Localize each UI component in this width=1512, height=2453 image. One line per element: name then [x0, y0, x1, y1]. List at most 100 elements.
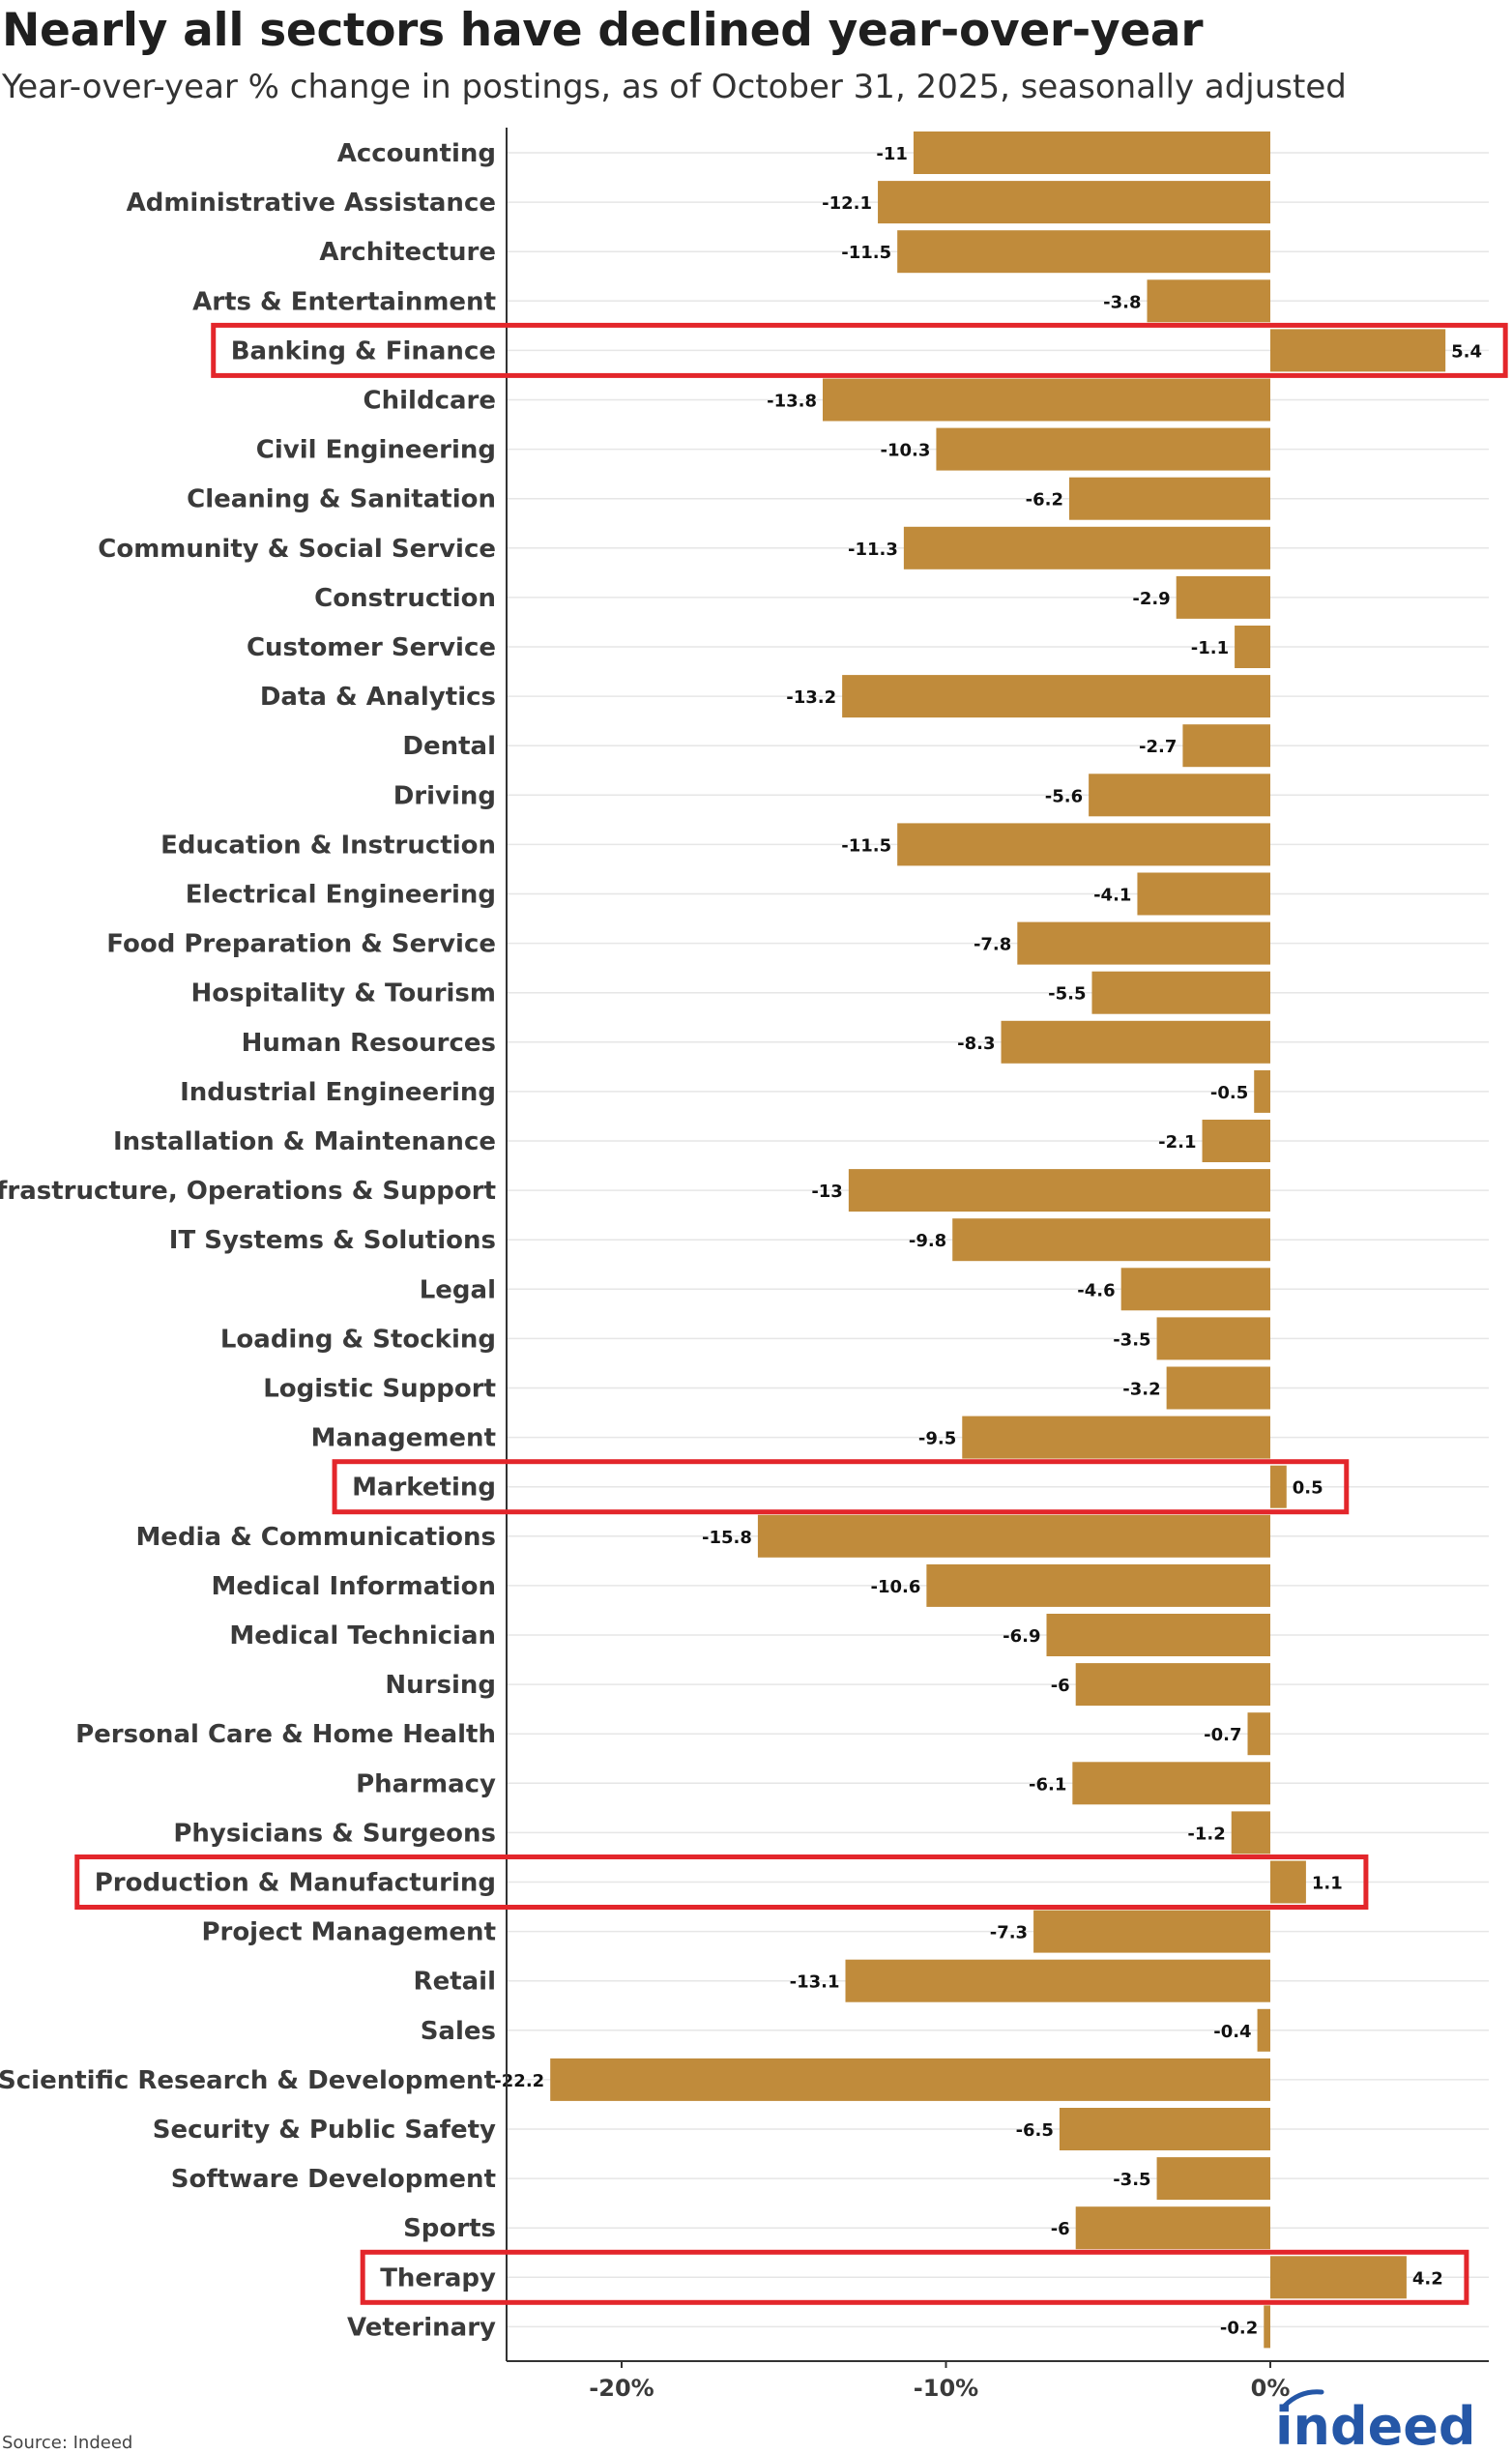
data-label: -13.2: [786, 687, 836, 708]
bar: [1001, 1020, 1270, 1064]
bar: [848, 1169, 1270, 1212]
bar: [1059, 2108, 1270, 2150]
category-label: Scientific Research & Development: [0, 2066, 496, 2095]
bar: [1231, 1811, 1270, 1854]
data-label: -22.2: [494, 2071, 544, 2091]
data-label: -3.5: [1113, 2170, 1150, 2190]
data-label: -7.8: [974, 935, 1011, 955]
category-label: Food Preparation & Service: [106, 930, 496, 959]
highlight-box: [211, 322, 1508, 378]
x-tick-label: -10%: [914, 2375, 978, 2402]
data-label: -0.2: [1220, 2318, 1258, 2338]
chart-title: Nearly all sectors have declined year-ov…: [2, 4, 1204, 57]
category-label: Data & Analytics: [260, 683, 496, 712]
category-label: Personal Care & Home Health: [75, 1720, 496, 1749]
data-label: -3.8: [1103, 292, 1141, 312]
data-label: -1.2: [1187, 1824, 1225, 1844]
category-label: Dental: [402, 732, 496, 761]
bar: [962, 1416, 1270, 1459]
data-label: -0.4: [1213, 2022, 1251, 2042]
bar: [1156, 2157, 1270, 2201]
data-label: -13: [811, 1182, 843, 1202]
bar: [1257, 2008, 1270, 2052]
data-label: 1.1: [1312, 1874, 1343, 1894]
highlight-box: [332, 1459, 1350, 1515]
data-label: -6: [1051, 1676, 1070, 1696]
data-label: -12.1: [822, 193, 872, 214]
bar: [1033, 1910, 1270, 1953]
data-label: -11.5: [841, 243, 891, 263]
bar: [845, 1959, 1270, 2002]
category-label: Nursing: [385, 1671, 496, 1700]
bar: [757, 1514, 1270, 1558]
data-label: -6.9: [1003, 1626, 1040, 1647]
category-label: Administrative Assistance: [127, 189, 496, 218]
category-label: IT Infrastructure, Operations & Support: [0, 1177, 496, 1206]
bar: [1068, 477, 1270, 520]
category-label: Customer Service: [247, 633, 496, 662]
x-tick-label: -20%: [589, 2375, 654, 2402]
category-label: Childcare: [363, 387, 496, 416]
category-label: Pharmacy: [356, 1769, 496, 1798]
data-label: -11.3: [848, 540, 898, 560]
category-label: Production & Manufacturing: [95, 1869, 496, 1898]
category-label: Architecture: [319, 238, 496, 267]
data-label: -3.2: [1122, 1380, 1160, 1400]
data-label: -15.8: [702, 1528, 752, 1548]
category-label: Industrial Engineering: [180, 1078, 496, 1107]
bar: [1017, 921, 1270, 965]
bar: [1120, 1268, 1270, 1311]
data-label: -2.9: [1132, 589, 1170, 609]
bar: [1270, 2256, 1407, 2299]
bar: [913, 131, 1270, 174]
data-label: -11.5: [841, 835, 891, 856]
data-label: 5.4: [1451, 341, 1482, 362]
data-label: -9.5: [918, 1429, 956, 1449]
category-label: Loading & Stocking: [220, 1325, 496, 1354]
category-label: Cleaning & Sanitation: [187, 485, 496, 514]
bar: [1270, 329, 1446, 372]
category-label: Legal: [420, 1275, 496, 1304]
category-label: Electrical Engineering: [186, 881, 496, 910]
data-label: -1.1: [1191, 638, 1229, 658]
bar: [903, 526, 1270, 569]
data-label: 0.5: [1293, 1478, 1323, 1499]
highlight-box: [360, 2249, 1469, 2305]
data-label: -6.1: [1029, 1774, 1066, 1795]
x-tick-label: 0%: [1251, 2375, 1291, 2402]
bar: [936, 427, 1270, 471]
category-label: Sales: [421, 2017, 496, 2046]
bar: [1182, 724, 1270, 768]
data-label: -5.6: [1045, 786, 1083, 806]
bar: [1270, 1465, 1287, 1508]
bar: [1270, 1860, 1306, 1904]
data-label: -10.6: [870, 1577, 920, 1597]
bar: [1166, 1366, 1270, 1410]
data-label: -3.5: [1113, 1329, 1150, 1350]
data-label: -9.8: [909, 1231, 946, 1251]
category-label: Medical Information: [212, 1572, 496, 1601]
bar: [1247, 1712, 1270, 1756]
category-label: Banking & Finance: [231, 336, 496, 365]
bar: [1072, 1762, 1270, 1805]
bar: [823, 378, 1270, 422]
category-label: Installation & Maintenance: [113, 1127, 496, 1156]
data-label: -4.1: [1093, 886, 1131, 906]
data-label: 4.2: [1412, 2268, 1443, 2289]
bar: [1235, 626, 1270, 668]
bar: [1075, 2206, 1270, 2250]
category-label: Veterinary: [347, 2313, 496, 2342]
bar: [1075, 1663, 1270, 1707]
bar: [1091, 971, 1270, 1014]
category-label: Sports: [403, 2214, 496, 2243]
bar: [1156, 1317, 1270, 1360]
category-label: Media & Communications: [135, 1523, 496, 1552]
bar: [1264, 2305, 1270, 2349]
category-label: Logistic Support: [263, 1375, 496, 1404]
data-label: -11: [876, 144, 908, 164]
category-label: IT Systems & Solutions: [169, 1226, 496, 1255]
data-label: -2.1: [1158, 1132, 1196, 1153]
category-label: Management: [311, 1424, 496, 1453]
category-label: Driving: [393, 781, 496, 810]
